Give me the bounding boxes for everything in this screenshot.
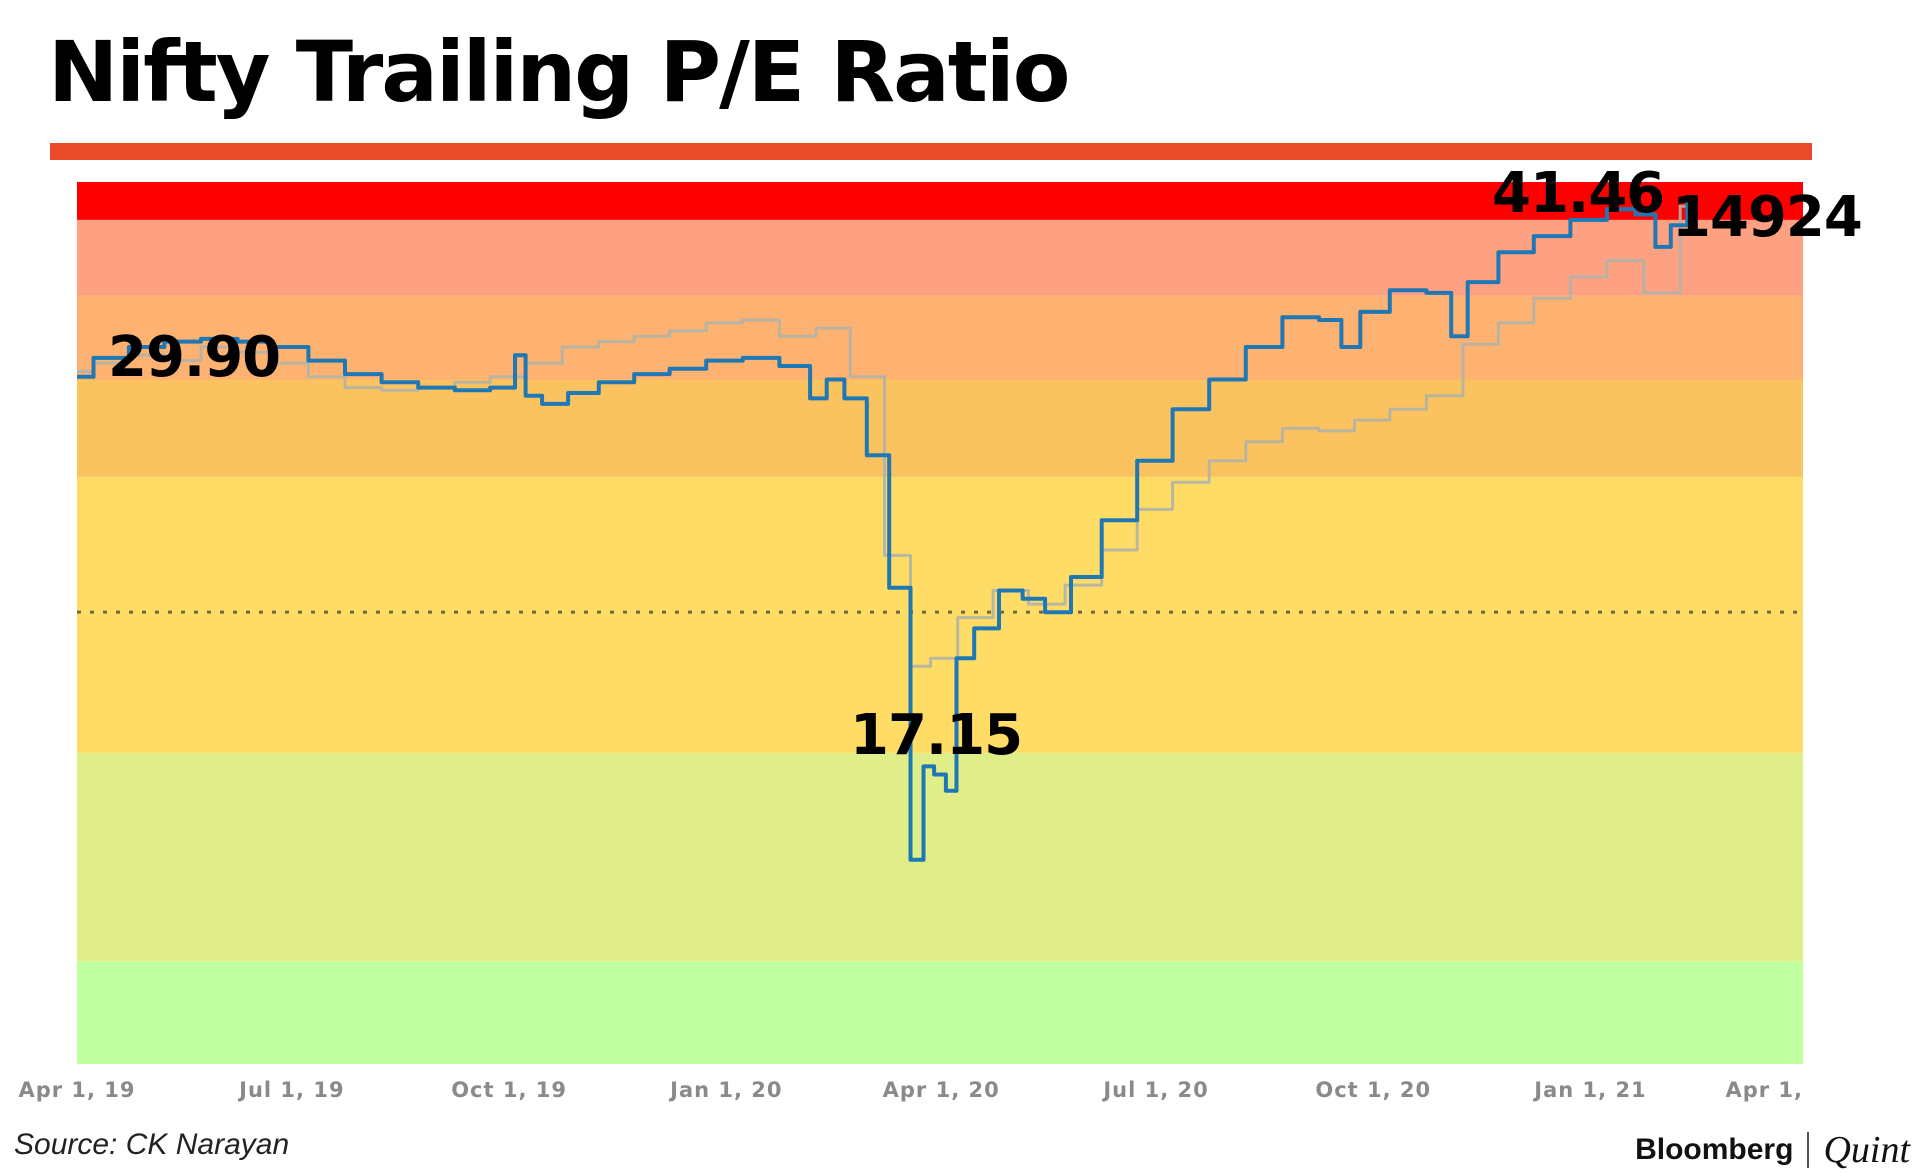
x-tick-label: Apr 1, 20 <box>883 1078 1000 1102</box>
x-tick-label: Jan 1, 21 <box>1532 1078 1646 1102</box>
band-5 <box>77 219 1803 296</box>
brand-name: Bloomberg <box>1635 1133 1794 1166</box>
band-6 <box>77 182 1803 220</box>
x-tick-label: Oct 1, 20 <box>1315 1078 1431 1102</box>
pe-ratio-chart: Apr 1, 19 Jul 1, 19 Oct 1, 19 Jan 1, 20 Apr … <box>18 182 1803 1102</box>
x-tick-label: Oct 1, 19 <box>451 1078 567 1102</box>
brand-partner: Quint <box>1823 1129 1910 1171</box>
series-lines <box>77 200 1697 862</box>
nifty-index-line <box>77 204 1697 668</box>
band-0 <box>77 961 1803 1064</box>
band-2 <box>77 476 1803 753</box>
brand-logo: Bloomberg Quint <box>1635 1128 1910 1172</box>
band-4 <box>77 295 1803 380</box>
annotation-41-46: 41.46 <box>1492 161 1665 226</box>
chart-title: Nifty Trailing P/E Ratio <box>48 23 1070 121</box>
annotation-17-15: 17.15 <box>850 703 1023 768</box>
band-1 <box>77 752 1803 962</box>
pe-ratio-line <box>77 200 1697 862</box>
source-note: Source: CK Narayan <box>14 1128 290 1161</box>
title-underline <box>50 143 1812 160</box>
annotation-29-90: 29.90 <box>108 325 281 390</box>
valuation-bands <box>77 182 1803 1064</box>
x-tick-label: Jan 1, 20 <box>668 1078 782 1102</box>
x-tick-label: Jul 1, 20 <box>1101 1078 1208 1102</box>
x-tick-label: Apr 1, <box>1725 1078 1803 1102</box>
annotation-14924: 14924 <box>1672 185 1863 250</box>
brand-divider <box>1807 1132 1810 1168</box>
x-tick-label: Apr 1, 19 <box>18 1078 135 1102</box>
x-tick-label: Jul 1, 19 <box>237 1078 344 1102</box>
band-3 <box>77 379 1803 477</box>
x-axis-ticks: Apr 1, 19 Jul 1, 19 Oct 1, 19 Jan 1, 20 Apr … <box>18 1078 1803 1102</box>
